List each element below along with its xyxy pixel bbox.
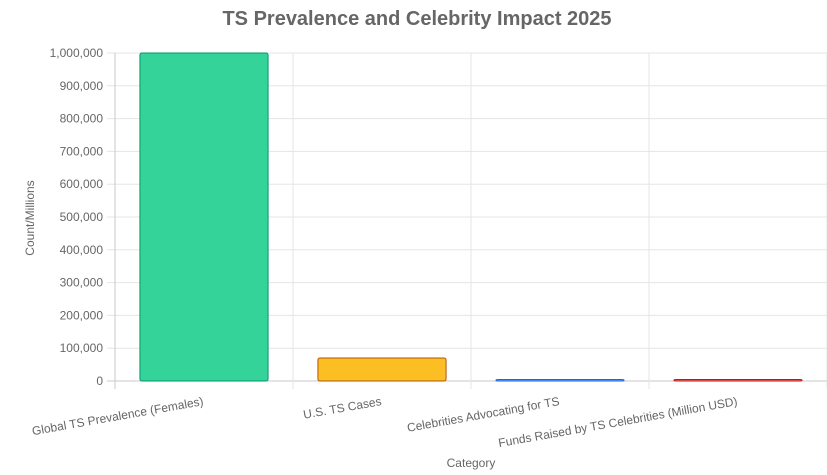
x-tick-label: Global TS Prevalence (Females) [31,394,205,438]
y-tick-label: 1,000,000 [50,46,104,60]
axes: 0 100,000 200,000 300,000 400,000 500,000 600,… [31,46,739,450]
bar[interactable] [495,379,625,382]
bar[interactable] [139,52,269,382]
x-axis-title: Category [447,456,496,470]
y-tick-label: 700,000 [60,144,104,158]
y-tick-label: 800,000 [60,112,104,126]
y-tick-label: 100,000 [60,341,104,355]
chart-title: TS Prevalence and Celebrity Impact 2025 [222,8,611,30]
y-tick-label: 900,000 [60,79,104,93]
bars [139,52,803,382]
bar[interactable] [317,357,447,382]
bar[interactable] [673,379,803,382]
y-tick-label: 200,000 [60,308,104,322]
y-tick-label: 300,000 [60,276,104,290]
y-tick-label: 500,000 [60,210,104,224]
y-tick-label: 0 [96,374,103,388]
x-tick-label: U.S. TS Cases [302,394,382,422]
y-tick-label: 400,000 [60,243,104,257]
y-tick-label: 600,000 [60,177,104,191]
y-axis-title: Count/Millions [23,180,37,255]
